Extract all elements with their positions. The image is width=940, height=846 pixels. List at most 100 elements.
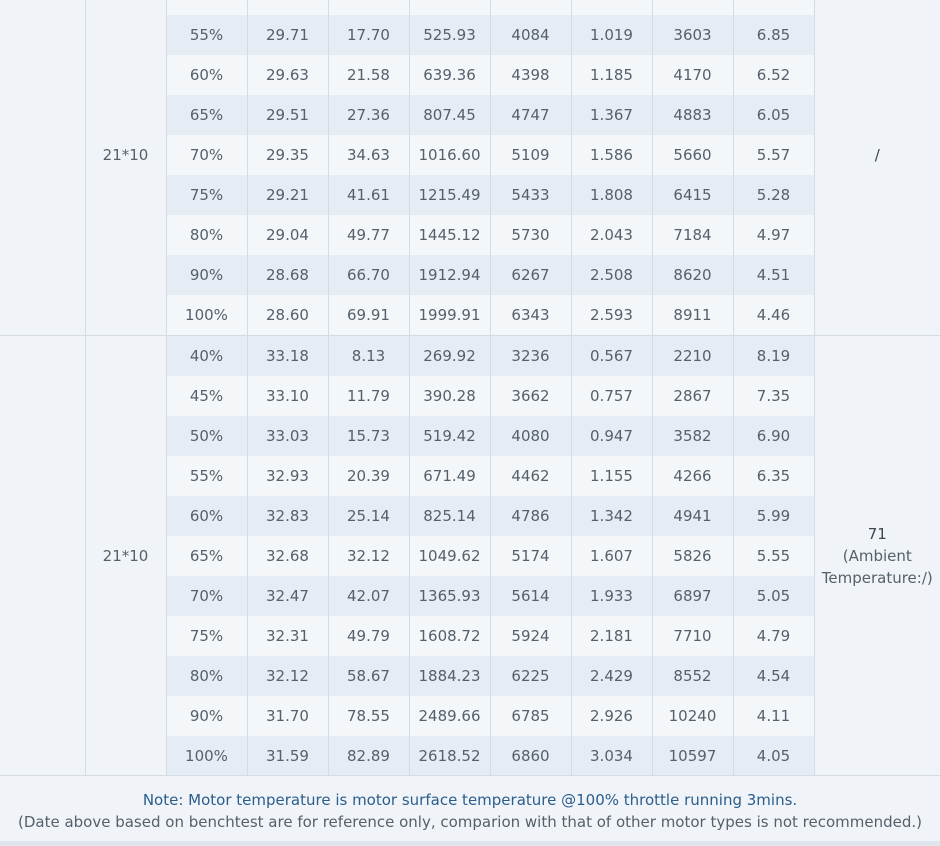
- efficiency-cell: 8.19: [732, 335, 814, 376]
- table-row: 100% 28.60 69.91 1999.91 6343 2.593 8911 4.46: [0, 295, 940, 336]
- power-cell: 2489.66: [408, 696, 490, 736]
- power-cell: 1016.60: [408, 135, 490, 175]
- current-cell: 32.12: [327, 536, 409, 576]
- thrust-cell: 5614: [489, 576, 571, 616]
- power-cell: 1999.91: [408, 295, 490, 336]
- throttle-cell: 65%: [165, 536, 247, 576]
- power-cell: 1215.49: [408, 175, 490, 215]
- rpm-cell: 7184: [651, 215, 733, 255]
- current-cell: 49.77: [327, 215, 409, 255]
- throttle-cell: 55%: [165, 15, 247, 55]
- rpm-cell: 8911: [651, 295, 733, 336]
- table-row: 100% 31.59 82.89 2618.52 6860 3.034 10597 4.05: [0, 736, 940, 776]
- power-cell: 1912.94: [408, 255, 490, 295]
- rpm-cell: 10597: [651, 736, 733, 776]
- thrust-cell: 3236: [489, 335, 571, 376]
- table-row: 21*1050%29.7813.91414.2537470.85430647.4…: [0, 0, 940, 336]
- rpm-cell: 6415: [651, 175, 733, 215]
- rpm-cell: 7710: [651, 616, 733, 656]
- thrust-cell: 4084: [489, 15, 571, 55]
- torque-cell: 1.933: [570, 576, 652, 616]
- torque-cell: 1.155: [570, 456, 652, 496]
- voltage-cell: 32.31: [246, 616, 328, 656]
- rpm-cell: 8552: [651, 656, 733, 696]
- torque-cell: 1.367: [570, 95, 652, 135]
- voltage-cell: 28.60: [246, 295, 328, 336]
- rpm-cell: 4883: [651, 95, 733, 135]
- torque-cell: 2.181: [570, 616, 652, 656]
- table-row: 80% 29.04 49.77 1445.12 5730 2.043 7184 4.97: [0, 215, 940, 255]
- efficiency-cell: 5.55: [732, 536, 814, 576]
- torque-cell: 1.019: [570, 15, 652, 55]
- voltage-cell: 32.83: [246, 496, 328, 536]
- efficiency-cell: 5.99: [732, 496, 814, 536]
- voltage-cell: 29.63: [246, 55, 328, 95]
- torque-cell: 2.926: [570, 696, 652, 736]
- current-cell: 15.73: [327, 416, 409, 456]
- efficiency-cell: 6.35: [732, 456, 814, 496]
- temperature-value: 71: [867, 525, 887, 543]
- throttle-cell: 80%: [165, 656, 247, 696]
- current-cell: 58.67: [327, 656, 409, 696]
- thrust-cell: 5433: [489, 175, 571, 215]
- throttle-cell: 80%: [165, 215, 247, 255]
- table-row: 60% 32.83 25.14 825.14 4786 1.342 4941 5.99: [0, 496, 940, 536]
- current-cell: 11.79: [327, 376, 409, 416]
- current-cell: 13.91: [327, 0, 409, 15]
- rpm-cell: 2867: [651, 376, 733, 416]
- power-cell: 1049.62: [408, 536, 490, 576]
- efficiency-cell: 6.05: [732, 95, 814, 135]
- torque-cell: 0.854: [570, 0, 652, 15]
- voltage-cell: 29.21: [246, 175, 328, 215]
- throttle-cell: 75%: [165, 175, 247, 215]
- torque-cell: 1.607: [570, 536, 652, 576]
- voltage-cell: 32.93: [246, 456, 328, 496]
- throttle-cell: 50%: [165, 0, 247, 15]
- voltage-cell: 31.59: [246, 736, 328, 776]
- rpm-cell: 8620: [651, 255, 733, 295]
- throttle-cell: 75%: [165, 616, 247, 656]
- rpm-cell: 4266: [651, 456, 733, 496]
- current-cell: 42.07: [327, 576, 409, 616]
- voltage-cell: 29.04: [246, 215, 328, 255]
- power-cell: 1365.93: [408, 576, 490, 616]
- current-cell: 49.79: [327, 616, 409, 656]
- efficiency-cell: 4.46: [732, 295, 814, 336]
- table-row: 21*10 40% 33.18 8.13 269.92 3236 0.567 2210 8.19…: [0, 335, 940, 776]
- torque-cell: 0.567: [570, 335, 652, 376]
- throttle-cell: 45%: [165, 376, 247, 416]
- rpm-cell: 4170: [651, 55, 733, 95]
- table-row: 50% 33.03 15.73 519.42 4080 0.947 3582 6.90: [0, 416, 940, 456]
- efficiency-cell: 4.51: [732, 255, 814, 295]
- efficiency-cell: 4.05: [732, 736, 814, 776]
- rpm-cell: 2210: [651, 335, 733, 376]
- torque-cell: 1.342: [570, 496, 652, 536]
- row-spacer: [0, 335, 85, 776]
- efficiency-cell: 5.28: [732, 175, 814, 215]
- torque-cell: 0.757: [570, 376, 652, 416]
- thrust-cell: 3662: [489, 376, 571, 416]
- voltage-cell: 32.47: [246, 576, 328, 616]
- throttle-cell: 65%: [165, 95, 247, 135]
- torque-cell: 2.593: [570, 295, 652, 336]
- thrust-cell: 6267: [489, 255, 571, 295]
- motor-temperature-cell: 71 (Ambient Temperature:/): [813, 335, 940, 776]
- efficiency-cell: 4.79: [732, 616, 814, 656]
- power-cell: 269.92: [408, 335, 490, 376]
- thrust-cell: 4462: [489, 456, 571, 496]
- prop-size-cell: 21*10: [84, 0, 166, 336]
- rpm-cell: 10240: [651, 696, 733, 736]
- voltage-cell: 29.78: [246, 0, 328, 15]
- current-cell: 41.61: [327, 175, 409, 215]
- throttle-cell: 40%: [165, 335, 247, 376]
- thrust-cell: 3747: [489, 0, 571, 15]
- footnote-line-1: Note: Motor temperature is motor surface…: [142, 791, 798, 809]
- power-cell: 414.25: [408, 0, 490, 15]
- current-cell: 66.70: [327, 255, 409, 295]
- efficiency-cell: 4.11: [732, 696, 814, 736]
- thrust-cell: 6860: [489, 736, 571, 776]
- current-cell: 27.36: [327, 95, 409, 135]
- rpm-cell: 6897: [651, 576, 733, 616]
- rpm-cell: 4941: [651, 496, 733, 536]
- torque-cell: 1.185: [570, 55, 652, 95]
